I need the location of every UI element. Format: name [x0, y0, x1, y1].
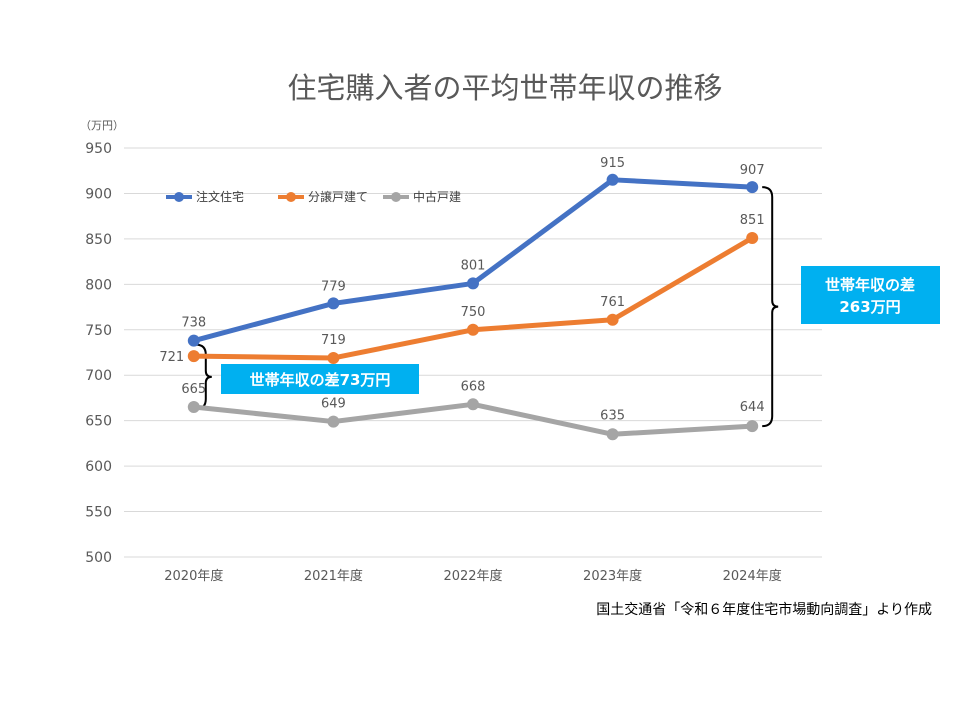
legend-swatch-marker	[174, 192, 184, 202]
data-point	[327, 351, 340, 364]
data-point	[606, 428, 619, 441]
x-tick-label: 2022年度	[443, 568, 502, 584]
data-label: 801	[461, 258, 486, 273]
callout-box	[801, 266, 940, 324]
y-tick-label: 750	[85, 323, 112, 339]
gridlines	[124, 147, 822, 558]
data-label: 851	[740, 213, 765, 228]
series-lines	[187, 173, 759, 441]
data-point	[467, 277, 479, 290]
y-tick-label: 900	[85, 186, 112, 202]
data-point	[746, 231, 759, 244]
y-tick-label: 800	[85, 277, 112, 293]
data-point	[746, 181, 759, 194]
data-point	[327, 297, 340, 310]
legend-swatch-marker	[286, 192, 296, 202]
data-label: 649	[321, 397, 346, 412]
y-tick-label: 550	[85, 505, 112, 521]
legend-label: 注文住宅	[196, 189, 244, 204]
gap-bracket	[195, 343, 212, 411]
y-axis-unit-label: （万円）	[80, 119, 124, 132]
data-label: 779	[321, 279, 346, 294]
data-point	[467, 398, 479, 411]
data-label: 719	[321, 333, 346, 348]
x-tick-label: 2023年度	[583, 568, 642, 584]
y-tick-label: 500	[85, 550, 112, 566]
chart-legend: 注文住宅 分譲戸建て 中古戸建	[166, 189, 461, 204]
y-axis-ticks: 500 550 600 650 700 750 800 850 900 950	[85, 141, 112, 566]
difference-brackets	[195, 186, 779, 428]
x-tick-label: 2024年度	[723, 568, 782, 584]
x-tick-label: 2020年度	[164, 568, 223, 584]
callout-text: 世帯年収の差	[825, 276, 915, 294]
callout-text: 263万円	[839, 298, 900, 316]
data-point	[606, 173, 619, 186]
data-label: 665	[181, 382, 206, 397]
data-label: 644	[740, 400, 765, 415]
data-point	[467, 323, 479, 336]
data-labels: 738 779 801 915 907 721 719 750 761 851 665 649 668 6…	[159, 156, 764, 423]
data-label: 738	[181, 316, 206, 331]
callout-box	[221, 364, 419, 394]
callout-text: 世帯年収の差73万円	[250, 371, 391, 389]
data-point	[606, 313, 619, 326]
x-axis-ticks: 2020年度 2021年度 2022年度 2023年度 2024年度	[164, 568, 781, 584]
data-point	[187, 350, 200, 363]
data-label: 761	[600, 295, 625, 310]
x-tick-label: 2021年度	[304, 568, 363, 584]
data-point	[327, 415, 340, 428]
gap-bracket	[762, 186, 779, 428]
series-line	[191, 235, 755, 361]
y-tick-label: 700	[85, 368, 112, 384]
data-label: 668	[461, 379, 486, 394]
data-point	[187, 401, 200, 414]
data-label: 907	[740, 163, 765, 178]
callouts: 世帯年収の差73万円 世帯年収の差 263万円	[221, 266, 940, 394]
data-point	[187, 334, 200, 347]
source-note: 国土交通省「令和６年度住宅市場動向調査」より作成	[596, 601, 932, 618]
chart-title: 住宅購入者の平均世帯年収の推移	[287, 71, 722, 105]
legend-label: 中古戸建	[413, 189, 461, 204]
data-label: 750	[461, 305, 486, 320]
y-tick-label: 850	[85, 232, 112, 248]
data-label: 721	[159, 350, 184, 365]
data-label: 915	[600, 156, 625, 171]
legend-label: 分譲戸建て	[308, 189, 368, 204]
legend-swatch-marker	[391, 192, 401, 202]
y-tick-label: 600	[85, 459, 112, 475]
y-tick-label: 650	[85, 414, 112, 430]
y-tick-label: 950	[85, 141, 112, 157]
data-label: 635	[600, 408, 625, 423]
data-point	[746, 420, 759, 433]
